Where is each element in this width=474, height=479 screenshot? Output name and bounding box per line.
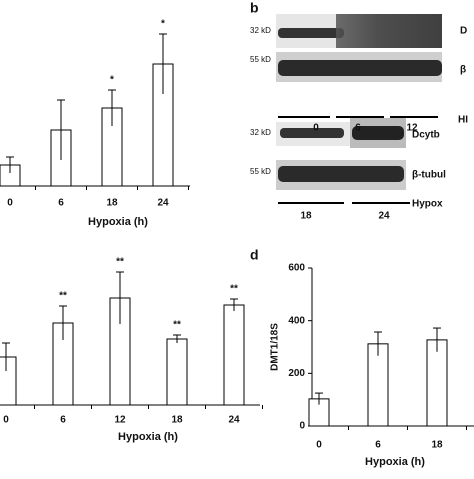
x-axis-label: Hypoxia (h) (88, 216, 148, 228)
row-label: β-tubul (412, 170, 446, 181)
row-label: Dcytb (412, 130, 440, 141)
x-tick-label: 0 (316, 440, 322, 451)
y-axis-label: DMT1/18S (270, 323, 281, 371)
axis-label: Hypox (412, 199, 443, 210)
axis-label: HI (458, 115, 468, 126)
arrows (278, 116, 438, 204)
y-tick-label: 600 (288, 263, 305, 274)
bar (0, 356, 17, 406)
x-tick-label: 18 (106, 198, 118, 209)
mw-label: 55 kD (250, 55, 271, 64)
y-tick-label: 400 (288, 315, 305, 326)
group-label: 12 (406, 123, 418, 134)
x-axis-label: Hypoxia (h) (118, 431, 178, 443)
group-label: 6 (355, 123, 361, 134)
significance: ** (116, 257, 124, 268)
group-label: 24 (378, 211, 390, 222)
row-label: β (460, 65, 466, 76)
significance: ** (59, 291, 67, 302)
bar (367, 343, 389, 427)
x-tick-label: 18 (431, 440, 443, 451)
significance: ** (173, 320, 181, 331)
x-tick-label: 24 (228, 415, 240, 426)
mw-label: 32 kD (250, 128, 271, 137)
significance: * (161, 19, 165, 30)
blot-upper (276, 14, 442, 82)
significance: * (110, 75, 114, 86)
x-tick-label: 0 (7, 198, 13, 209)
mw-label: 55 kD (250, 167, 271, 176)
panel-label: b (250, 0, 259, 16)
bar (426, 339, 448, 427)
y-tick-label: 200 (288, 368, 305, 379)
x-tick-label: 6 (375, 440, 381, 451)
group-label: 18 (300, 211, 312, 222)
panel-label: d (250, 247, 259, 263)
mw-label: 32 kD (250, 26, 271, 35)
x-tick-label: 0 (3, 415, 9, 426)
blot-lower (276, 118, 406, 190)
bar (166, 338, 188, 406)
x-axis-label: Hypoxia (h) (365, 456, 425, 468)
group-label: 0 (313, 123, 319, 134)
significance: ** (230, 284, 238, 295)
x-tick-label: 6 (58, 198, 64, 209)
x-tick-label: 18 (171, 415, 183, 426)
x-tick-label: 6 (60, 415, 66, 426)
bar (223, 304, 245, 406)
row-label: D (460, 26, 467, 37)
x-tick-label: 12 (114, 415, 126, 426)
x-tick-label: 24 (157, 198, 169, 209)
y-tick-label: 0 (299, 421, 305, 432)
